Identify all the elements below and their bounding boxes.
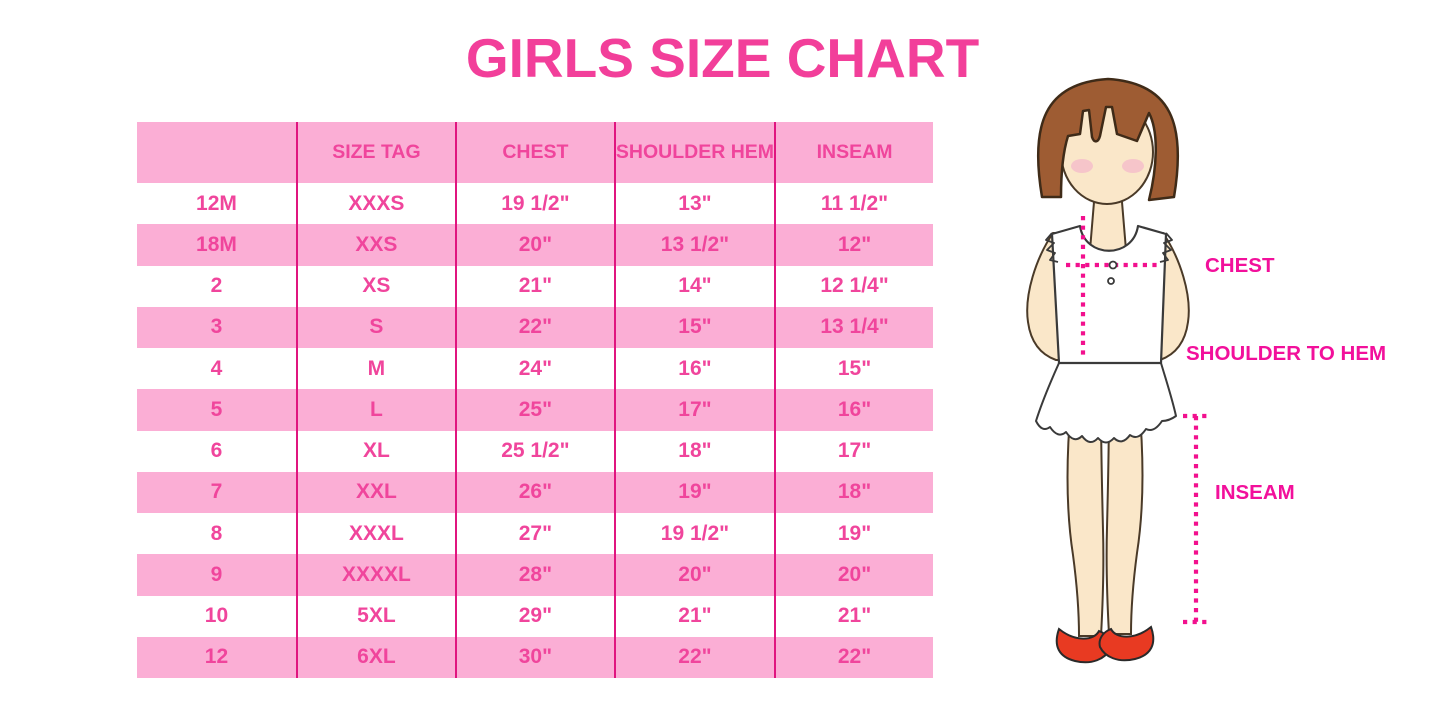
measurement-cell: 19": [774, 513, 933, 555]
size-cell: 5: [137, 389, 296, 431]
girl-hair: [1036, 77, 1180, 202]
measurement-cell: XXL: [295, 471, 455, 513]
chest-label: CHEST: [1205, 254, 1275, 277]
column-header-size-tag: SIZE TAG: [295, 122, 455, 183]
measurement-cell: XXXS: [295, 183, 455, 225]
girl-right-blush: [1122, 159, 1144, 173]
size-cell: 3: [137, 306, 296, 348]
size-cell: 4: [137, 348, 296, 390]
measurement-cell: 17": [613, 389, 775, 431]
measurement-cell: 18": [613, 430, 775, 472]
measurement-cell: XL: [295, 430, 455, 472]
column-header-empty: [137, 122, 296, 183]
girl-illustration: CHEST SHOULDER TO HEM INSEAM: [1026, 77, 1386, 664]
measurement-cell: 19 1/2": [454, 183, 614, 225]
size-cell: 6: [137, 430, 296, 472]
measurement-cell: 28": [454, 554, 614, 596]
girl-left-ruffle: [1045, 232, 1059, 263]
measurement-cell: XS: [295, 265, 455, 307]
measurement-cell: 27": [454, 513, 614, 555]
inseam-label: INSEAM: [1215, 481, 1295, 504]
size-cell: 18M: [137, 224, 296, 266]
measurement-cell: 19 1/2": [613, 513, 775, 555]
column-header-inseam: INSEAM: [774, 122, 933, 183]
shirt-button-bottom: [1107, 277, 1115, 285]
measurement-cell: 26": [454, 471, 614, 513]
girls-size-table: SIZE TAG CHEST SHOULDER HEM INSEAM 12M XX…: [137, 122, 933, 678]
measurement-cell: 18": [774, 471, 933, 513]
measurement-cell: XXS: [295, 224, 455, 266]
measurement-cell: 12": [774, 224, 933, 266]
measurement-cell: 25 1/2": [454, 430, 614, 472]
measurement-cell: 15": [613, 306, 775, 348]
column-header-chest: CHEST: [454, 122, 614, 183]
measurement-cell: 30": [454, 636, 614, 678]
measurement-cell: 5XL: [295, 595, 455, 637]
girl-left-blush: [1071, 159, 1093, 173]
measurement-cell: 16": [613, 348, 775, 390]
measurement-cell: 20": [454, 224, 614, 266]
size-cell: 7: [137, 471, 296, 513]
girl-right-ruffle: [1159, 232, 1173, 263]
measurement-cell: 16": [774, 389, 933, 431]
measurement-cell: 29": [454, 595, 614, 637]
measurement-cell: M: [295, 348, 455, 390]
measurement-cell: XXXL: [295, 513, 455, 555]
measurement-cell: S: [295, 306, 455, 348]
measurement-cell: 13 1/2": [613, 224, 775, 266]
measurement-cell: XXXXL: [295, 554, 455, 596]
measurement-cell: 21": [774, 595, 933, 637]
measurement-cell: 6XL: [295, 636, 455, 678]
size-cell: 10: [137, 595, 296, 637]
measurement-cell: 15": [774, 348, 933, 390]
measurement-cell: 22": [774, 636, 933, 678]
size-cell: 2: [137, 265, 296, 307]
measurement-cell: 24": [454, 348, 614, 390]
measurement-cell: 22": [454, 306, 614, 348]
measurement-cell: 20": [613, 554, 775, 596]
measurement-cell: L: [295, 389, 455, 431]
girl-skirt: [1035, 362, 1177, 444]
measurement-cell: 19": [613, 471, 775, 513]
measurement-cell: 25": [454, 389, 614, 431]
measurement-cell: 14": [613, 265, 775, 307]
size-cell: 12M: [137, 183, 296, 225]
girl-right-shoe: [1098, 625, 1155, 662]
measurement-cell: 21": [454, 265, 614, 307]
size-cell: 8: [137, 513, 296, 555]
size-cell: 9: [137, 554, 296, 596]
column-header-shoulder-hem: SHOULDER HEM: [613, 122, 775, 183]
shoulder-to-hem-label: SHOULDER TO HEM: [1186, 342, 1386, 365]
measurement-cell: 12 1/4": [774, 265, 933, 307]
measurement-cell: 22": [613, 636, 775, 678]
measurement-cell: 13": [613, 183, 775, 225]
measurement-cell: 21": [613, 595, 775, 637]
shirt-button-top: [1108, 260, 1118, 270]
measurement-cell: 20": [774, 554, 933, 596]
measurement-cell: 11 1/2": [774, 183, 933, 225]
size-cell: 12: [137, 636, 296, 678]
measurement-cell: 17": [774, 430, 933, 472]
measurement-diagram: CHEST SHOULDER TO HEM INSEAM: [1005, 60, 1445, 685]
page-title: GIRLS SIZE CHART: [465, 27, 980, 89]
measurement-cell: 13 1/4": [774, 306, 933, 348]
